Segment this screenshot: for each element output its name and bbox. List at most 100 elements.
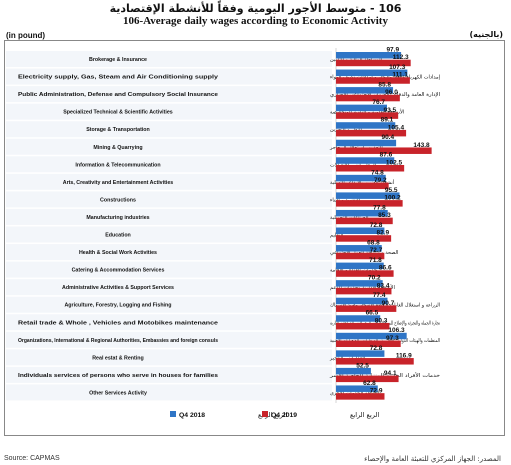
- data-label: 116.9: [396, 352, 412, 359]
- bar-q4-2019: [336, 235, 392, 242]
- bar-q4-2019: [336, 287, 392, 295]
- category-label-arabic: الأنشطة الإدارية وخدمات الدعم: [330, 284, 395, 291]
- category-band: [6, 68, 332, 85]
- category-label: Education: [105, 233, 131, 239]
- unit-label-arabic: (بالجنيه): [469, 30, 503, 39]
- category-label: Constructions: [100, 197, 136, 203]
- category-label: Real estat & Renting: [92, 355, 144, 361]
- category-band: [6, 226, 332, 243]
- category-label: Organizations, International & Regional …: [18, 338, 218, 344]
- data-label: 90.7: [382, 300, 395, 307]
- category-band: [6, 191, 332, 208]
- category-band: [6, 366, 332, 383]
- bar-q4-2018: [336, 227, 385, 234]
- category-label-arabic: المنظمات والهيئات الدولية والإقليمية وال…: [330, 337, 440, 344]
- legend-label: Q4 2018: [179, 412, 205, 419]
- category-label-arabic: خدمات الأفراد الخدمة المنزلية الخاصة للأ…: [329, 372, 440, 379]
- legend-label: Q4 2019: [271, 412, 297, 419]
- data-label: 96.0: [385, 89, 398, 96]
- category-label: Administrative Activities & Support Serv…: [62, 285, 174, 291]
- category-band: [6, 384, 332, 401]
- source-note-arabic: المصدر: الجهاز المركزي للتعبئة العامة وا…: [364, 455, 501, 463]
- data-label: 95.5: [385, 187, 398, 194]
- bar-chart: Brokerage & Insurance الوساطة المالية و ا…: [6, 46, 441, 419]
- category-band: [6, 331, 332, 348]
- data-label: 107.3: [389, 64, 406, 71]
- data-label: 102.5: [386, 159, 403, 166]
- bar-q4-2018: [336, 332, 407, 340]
- data-label: 85.8: [378, 82, 391, 89]
- data-label: 71.8: [369, 257, 382, 264]
- data-label: 82.9: [376, 230, 389, 237]
- bar-q4-2018: [336, 139, 397, 147]
- bar-q4-2018: [336, 245, 382, 252]
- category-label-arabic: الوساطة المالية و التأمين: [330, 55, 382, 63]
- bar-q4-2019: [336, 94, 400, 102]
- data-label: 111.1: [392, 72, 408, 79]
- bar-q4-2019: [336, 252, 385, 260]
- bar-q4-2018: [336, 280, 383, 287]
- category-label-arabic: الزراعة و استغلال الغابات و قطع الأشجار …: [330, 302, 440, 309]
- category-band: [6, 296, 332, 313]
- category-label: Storage & Transportation: [86, 127, 150, 133]
- category-label: Information & Telecommunication: [75, 162, 160, 168]
- category-label: Arts, Creativity and Entertainment Activ…: [63, 180, 174, 186]
- bar-q4-2018: [336, 297, 388, 305]
- data-label: 90.4: [381, 134, 394, 141]
- category-band: [6, 51, 332, 67]
- bar-q4-2018: [336, 104, 388, 112]
- category-band: [6, 103, 332, 120]
- category-label: Individuals services of persons who serv…: [18, 373, 218, 379]
- category-band: [6, 279, 332, 296]
- category-band: [6, 121, 332, 138]
- category-band: [6, 156, 332, 173]
- bar-q4-2019: [336, 129, 407, 137]
- bar-q4-2018: [336, 262, 384, 270]
- category-band: [6, 208, 332, 225]
- category-label: Brokerage & Insurance: [89, 57, 147, 63]
- bar-q4-2018: [336, 385, 378, 392]
- category-band: [6, 314, 332, 331]
- data-label: 85.3: [378, 212, 391, 219]
- category-label: Catering & Accommodation Services: [72, 268, 165, 274]
- data-label: 83.4: [377, 282, 390, 289]
- category-label: Mining & Quarrying: [93, 145, 142, 151]
- category-label-arabic: أنشطة الخدمات الأخرى: [330, 389, 379, 396]
- data-label: 93.5: [384, 107, 397, 114]
- bar-q4-2019: [336, 200, 403, 207]
- category-band: [6, 349, 332, 366]
- category-label: Retail trade & Whole , Vehicles and Moto…: [18, 320, 218, 326]
- bar-q4-2019: [336, 322, 390, 330]
- bar-q4-2018: [336, 122, 396, 129]
- legend-swatch: [170, 411, 176, 417]
- bar-q4-2019: [336, 393, 385, 400]
- bar-q4-2019: [336, 217, 393, 225]
- data-label: 62.8: [363, 380, 376, 387]
- bar-q4-2019: [336, 340, 401, 347]
- data-label: 112.3: [393, 54, 409, 61]
- category-label: Electricity supply, Gas, Steam and Air C…: [18, 75, 218, 81]
- bar-q4-2018: [336, 87, 394, 94]
- category-label-arabic: الصحة و أنشطة العمل الإجتماعي: [330, 249, 398, 256]
- unit-label: (in pound): [6, 31, 46, 40]
- bar-q4-2019: [336, 147, 432, 154]
- category-label: Agriculture, Forestry, Logging and Fishi…: [64, 303, 171, 309]
- category-band: [6, 244, 332, 261]
- bar-q4-2018: [336, 157, 395, 164]
- bar-q4-2019: [336, 305, 397, 312]
- data-label: 94.1: [384, 370, 397, 377]
- data-label: 87.6: [380, 152, 393, 159]
- data-label: 143.8: [413, 142, 430, 149]
- legend-label-arabic: الربع الرابع: [258, 411, 287, 419]
- data-label: 72.8: [370, 345, 383, 352]
- bar-q4-2018: [336, 174, 386, 182]
- data-label: 52.5: [356, 362, 369, 369]
- bar-q4-2018: [336, 350, 385, 357]
- data-label: 77.8: [373, 204, 386, 211]
- legend-swatch: [262, 411, 268, 417]
- data-label: 72.9: [370, 388, 383, 395]
- bar-q4-2019: [336, 270, 394, 277]
- source-note: Source: CAPMAS: [4, 455, 60, 462]
- data-label: 106.3: [388, 327, 405, 334]
- bar-q4-2018: [336, 52, 402, 59]
